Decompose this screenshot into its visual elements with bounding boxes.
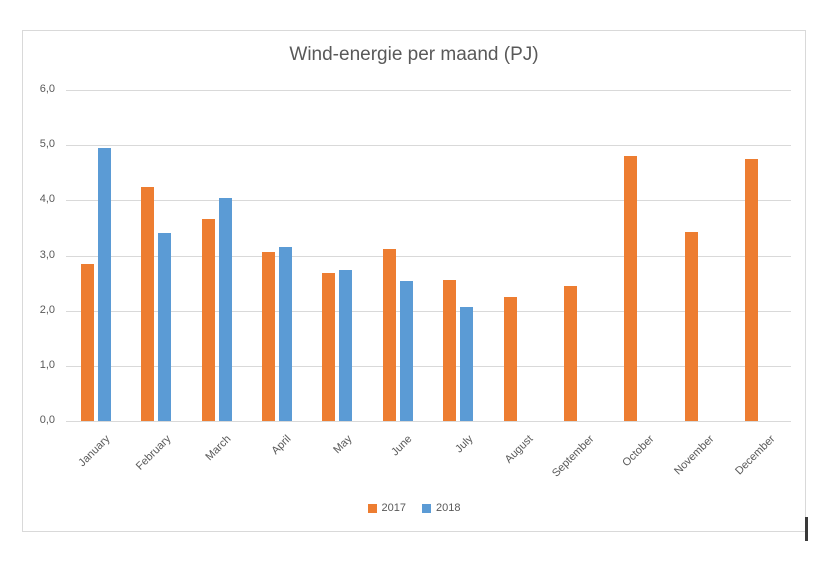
bar-2017-february: [141, 187, 154, 421]
gridline-1_0: [66, 366, 791, 367]
legend-item-2017: 2017: [367, 502, 406, 514]
gridline-4_0: [66, 200, 791, 201]
bar-2017-october: [624, 156, 637, 421]
bar-2017-november: [685, 232, 698, 421]
chart-title: Wind-energie per maand (PJ): [289, 44, 539, 65]
y-tick-label-0_0: 0,0: [39, 414, 55, 426]
y-tick-label-2_0: 2,0: [39, 303, 55, 316]
text-cursor-artifact: [805, 517, 808, 541]
bar-2017-june: [383, 249, 396, 421]
bar-2018-may: [339, 270, 352, 421]
chart-frame: Wind-energie per maand (PJ) 0,0 1,0 2,0 3,0…: [22, 30, 806, 532]
bar-2017-december: [745, 159, 758, 421]
bar-2018-july: [460, 307, 473, 421]
gridline-6_0: [66, 90, 791, 91]
legend-label-2018: 2018: [436, 502, 461, 514]
plot-area: [66, 90, 791, 422]
bar-2018-january: [98, 148, 111, 421]
gridline-0_0: [66, 421, 791, 422]
bar-2018-april: [279, 247, 292, 421]
legend-swatch-2018: [422, 503, 431, 513]
bar-2017-may: [322, 273, 335, 421]
bar-2017-august: [504, 297, 517, 421]
bar-2017-march: [202, 219, 215, 421]
bar-2017-april: [262, 252, 275, 421]
legend-swatch-2017: [367, 503, 377, 513]
legend-item-2018: 2018: [422, 502, 460, 514]
bar-2017-september: [564, 286, 577, 421]
bar-2018-february: [158, 233, 171, 421]
y-tick-label-6_0: 6,0: [39, 83, 55, 95]
legend: 2017 2018: [23, 502, 805, 514]
bar-2017-july: [443, 280, 456, 421]
gridline-5_0: [66, 145, 791, 146]
gridline-2_0: [66, 311, 791, 312]
legend-label-2017: 2017: [381, 502, 406, 514]
y-tick-label-3_0: 3,0: [39, 248, 55, 261]
y-tick-label-1_0: 1,0: [39, 358, 55, 371]
y-tick-label-4_0: 4,0: [39, 193, 55, 206]
bar-2017-january: [81, 264, 94, 421]
y-tick-label-5_0: 5,0: [39, 138, 55, 151]
bar-2018-march: [219, 198, 232, 421]
gridline-3_0: [66, 256, 791, 257]
bar-2018-june: [400, 281, 413, 421]
